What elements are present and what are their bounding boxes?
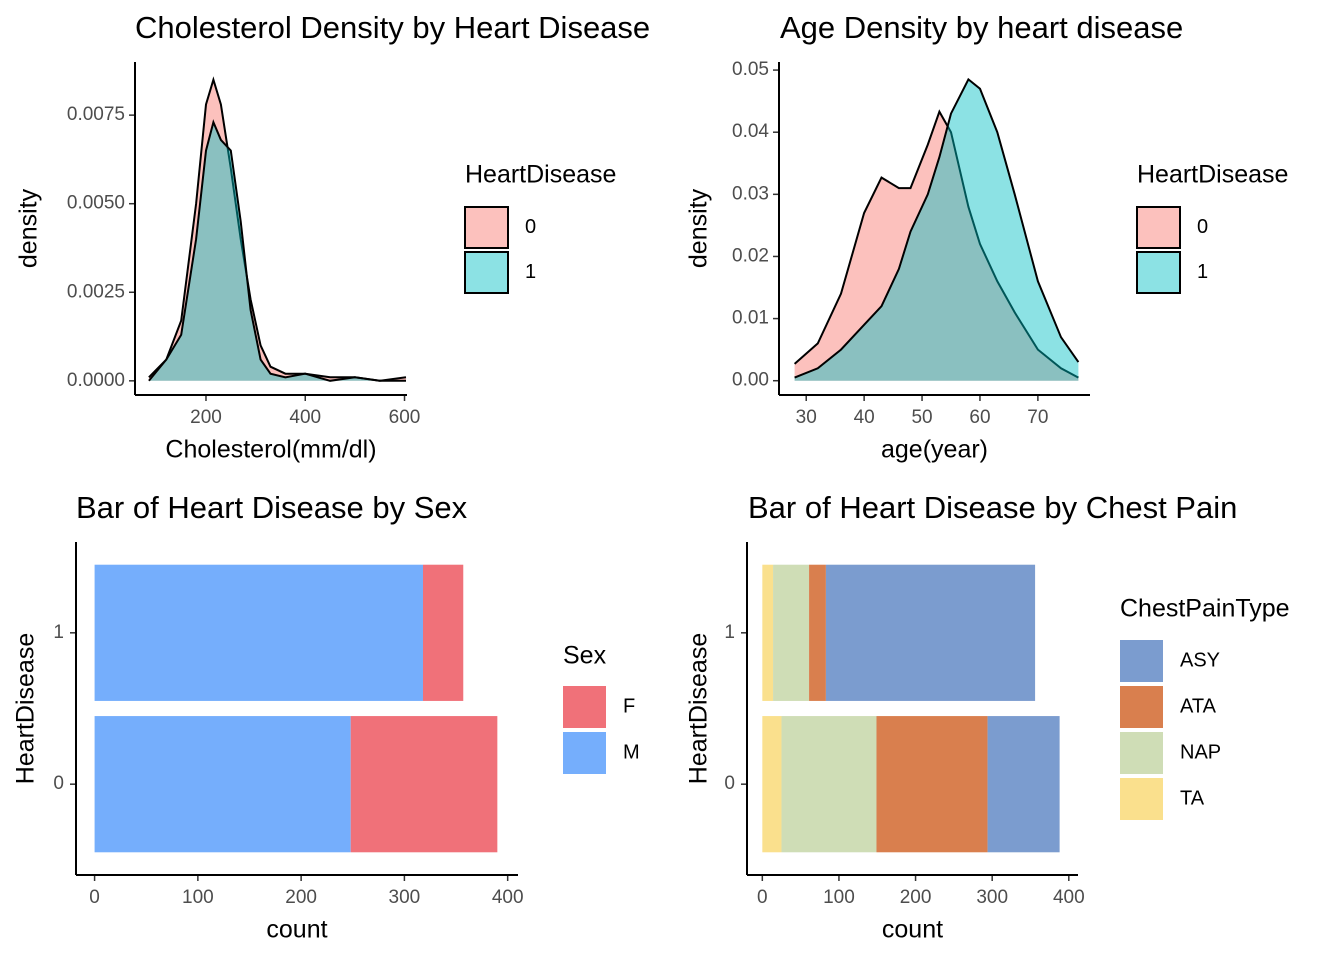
legend-label: ASY	[1180, 649, 1220, 671]
legend-title: HeartDisease	[465, 161, 616, 189]
legend-key	[1120, 732, 1163, 774]
x-tick-label: 400	[1053, 887, 1085, 908]
bar-segment	[94, 716, 351, 853]
chart-title: Age Density by heart disease	[780, 10, 1183, 45]
legend-key	[563, 686, 606, 728]
density-area	[148, 122, 406, 381]
x-axis-title: Cholesterol(mm/dl)	[165, 436, 376, 464]
legend-title: HeartDisease	[1137, 161, 1288, 189]
legend-title: ChestPainType	[1120, 595, 1290, 623]
panel: Age Density by heart disease age(year) den…	[685, 10, 1289, 463]
chart-title: Cholesterol Density by Heart Disease	[135, 10, 650, 45]
bar-segment	[876, 716, 988, 853]
bar-segment	[350, 716, 498, 853]
density-area	[794, 79, 1079, 381]
legend-label: 0	[1197, 216, 1208, 238]
x-tick-label: 100	[823, 887, 855, 908]
y-tick-label: 0.0050	[67, 193, 125, 214]
y-tick-label: 0.02	[732, 245, 769, 266]
x-axis-title: age(year)	[881, 436, 988, 464]
legend-key	[1120, 640, 1163, 682]
x-tick-label: 200	[285, 887, 317, 908]
legend-title: Sex	[563, 642, 607, 670]
x-tick-label: 0	[89, 887, 100, 908]
bar-segment	[773, 564, 810, 701]
legend-label: TA	[1180, 787, 1205, 809]
panel: Bar of Heart Disease by Chest Pain count H…	[685, 490, 1290, 943]
x-tick-label: 300	[389, 887, 421, 908]
panel: Bar of Heart Disease by Sex count HeartDis…	[12, 490, 640, 943]
density-line	[148, 119, 406, 382]
legend-key	[464, 251, 509, 294]
bar-segment	[809, 564, 826, 701]
y-axis-title: HeartDisease	[12, 633, 40, 784]
y-tick-label: 0.00	[732, 370, 769, 391]
legend-label: 0	[525, 216, 536, 238]
x-tick-label: 600	[389, 407, 421, 428]
x-tick-label: 50	[911, 407, 932, 428]
x-tick-label: 60	[969, 407, 990, 428]
y-tick-label: 0.04	[732, 121, 769, 142]
y-tick-label: 1	[53, 622, 64, 643]
y-tick-label: 0.0025	[67, 281, 125, 302]
legend-key	[1136, 251, 1181, 294]
legend-key	[1136, 206, 1181, 249]
bar-segment	[94, 564, 423, 701]
y-tick-label: 1	[724, 622, 735, 643]
bar-segment	[825, 564, 1036, 701]
x-tick-label: 30	[796, 407, 817, 428]
legend-key	[464, 206, 509, 249]
bar-segment	[762, 716, 782, 853]
legend-label: ATA	[1180, 695, 1217, 717]
density-line	[793, 109, 1079, 379]
y-tick-label: 0.0000	[67, 370, 125, 391]
y-axis-title: density	[15, 188, 43, 268]
legend-label: 1	[525, 261, 536, 283]
y-tick-label: 0.01	[732, 308, 769, 329]
x-tick-label: 200	[190, 407, 222, 428]
y-axis-title: HeartDisease	[685, 633, 713, 784]
x-tick-label: 40	[854, 407, 875, 428]
legend-key	[563, 732, 606, 774]
x-tick-label: 300	[976, 887, 1008, 908]
density-area	[148, 79, 406, 381]
y-tick-label: 0	[724, 773, 735, 794]
y-tick-label: 0.05	[732, 59, 769, 80]
bar-segment	[781, 716, 877, 853]
chart-title: Bar of Heart Disease by Sex	[76, 490, 468, 525]
y-axis-title: density	[685, 188, 713, 268]
legend-label: M	[623, 741, 640, 763]
x-tick-label: 200	[900, 887, 932, 908]
legend-label: NAP	[1180, 741, 1221, 763]
legend-label: F	[623, 695, 635, 717]
panel: Cholesterol Density by Heart Disease Chol…	[15, 10, 651, 463]
x-axis-title: count	[882, 916, 943, 944]
x-tick-label: 70	[1027, 407, 1048, 428]
density-line	[794, 77, 1080, 379]
density-area	[794, 111, 1079, 381]
x-tick-label: 400	[492, 887, 524, 908]
y-tick-label: 0	[53, 773, 64, 794]
x-tick-label: 0	[757, 887, 768, 908]
y-tick-label: 0.03	[732, 183, 769, 204]
bar-segment	[987, 716, 1060, 853]
legend-key	[1120, 778, 1163, 820]
x-tick-label: 100	[182, 887, 214, 908]
chart-title: Bar of Heart Disease by Chest Pain	[748, 490, 1237, 525]
x-axis-title: count	[266, 916, 327, 944]
legend-label: 1	[1197, 261, 1208, 283]
x-tick-label: 400	[289, 407, 321, 428]
y-tick-label: 0.0075	[67, 104, 125, 125]
legend-key	[1120, 686, 1163, 728]
bar-segment	[762, 564, 774, 701]
bar-segment	[422, 564, 464, 701]
